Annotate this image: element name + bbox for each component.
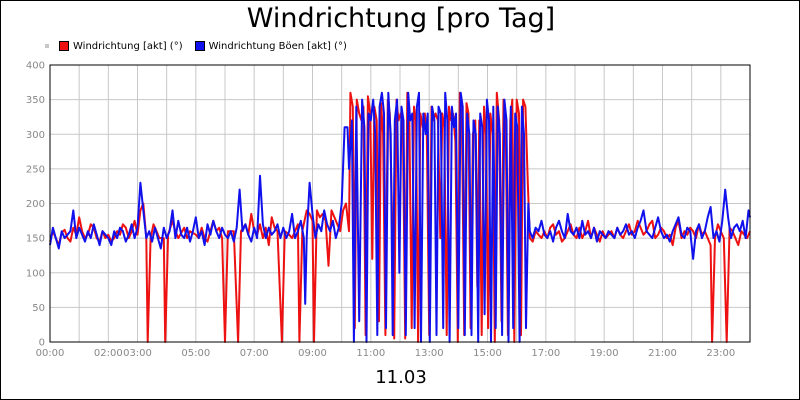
y-tick-label: 250 <box>26 164 45 175</box>
x-tick-label: 19:00 <box>590 348 619 359</box>
series-line-2 <box>49 91 751 343</box>
y-tick-label: 350 <box>26 95 45 106</box>
legend-label-series-2: Windrichtung Böen [akt] (°) <box>208 40 347 52</box>
x-tick-label: 03:00 <box>123 348 152 359</box>
x-tick-label: 15:00 <box>473 348 502 359</box>
plot-border <box>49 64 751 343</box>
axes: 0 50 100 150 200 250 300 350 400 00:00 02:00 03:00 0… <box>26 61 735 360</box>
x-tick-label: 00:00 <box>36 348 65 359</box>
legend-swatch-series-2 <box>194 41 205 51</box>
y-tick-label: 150 <box>26 234 45 245</box>
x-tick-label: 02:00 <box>94 348 123 359</box>
series-lines <box>49 91 751 343</box>
chart-title: Windrichtung [pro Tag] <box>246 3 556 34</box>
y-tick-label: 200 <box>26 199 45 210</box>
y-tick-label: 0 <box>39 338 45 349</box>
chart-legend: Windrichtung [akt] (°) Windrichtung Böen… <box>45 39 359 53</box>
x-tick-label: 21:00 <box>648 348 677 359</box>
legend-item-series-2: Windrichtung Böen [akt] (°) <box>194 40 347 52</box>
x-tick-label: 07:00 <box>240 348 269 359</box>
x-tick-label: 17:00 <box>531 348 560 359</box>
x-tick-label: 05:00 <box>181 348 210 359</box>
legend-item-series-1: Windrichtung [akt] (°) <box>59 41 183 52</box>
date-label: 11.03 <box>375 367 427 388</box>
x-tick-label: 09:00 <box>298 348 327 359</box>
y-tick-label: 100 <box>26 268 45 279</box>
x-tick-label: 11:00 <box>356 348 385 359</box>
legend-swatch-series-1 <box>59 41 69 51</box>
legend-label-series-1: Windrichtung [akt] (°) <box>73 40 183 52</box>
legend-marker-icon <box>45 44 49 48</box>
y-tick-label: 300 <box>26 130 45 141</box>
y-tick-label: 50 <box>32 303 45 314</box>
y-tick-label: 400 <box>26 61 45 72</box>
x-tick-label: 23:00 <box>706 348 735 359</box>
x-tick-label: 13:00 <box>415 348 444 359</box>
grid <box>49 64 751 343</box>
